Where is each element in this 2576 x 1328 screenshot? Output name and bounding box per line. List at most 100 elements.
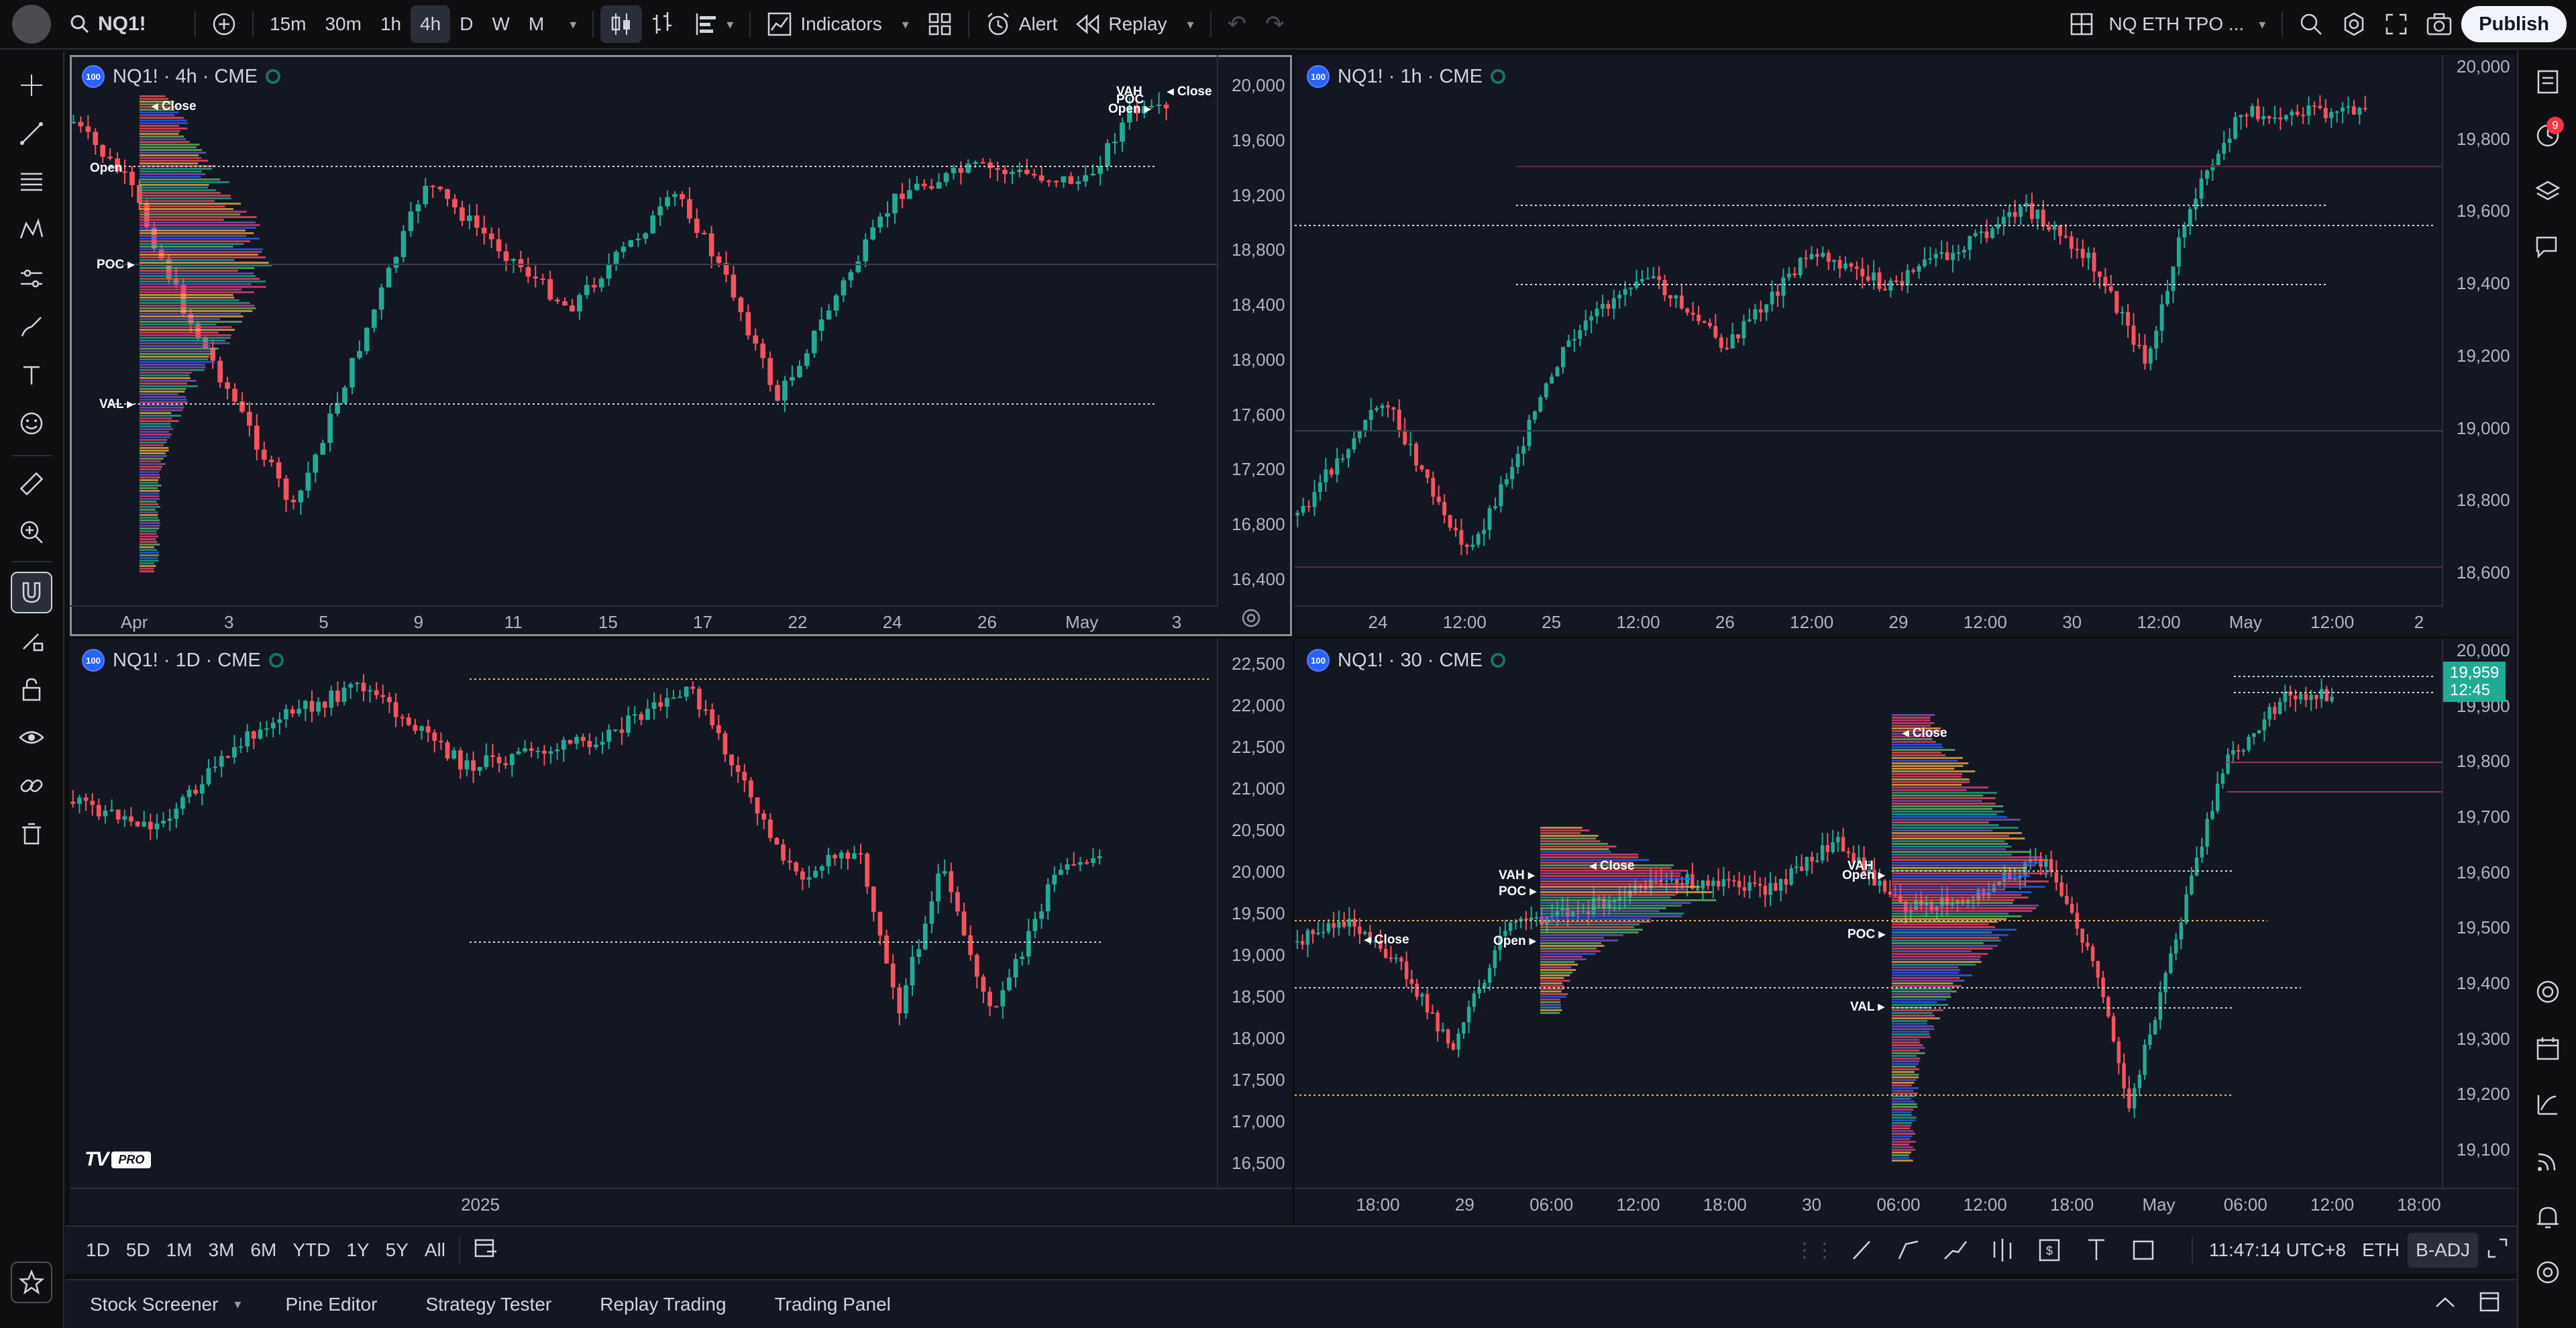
fullscreen-button[interactable] [2375,5,2417,43]
compare-symbol-button[interactable] [203,5,246,43]
text-tool-icon[interactable] [2076,1233,2116,1267]
range-1y[interactable]: 1Y [346,1239,370,1260]
calendar-button[interactable] [2528,1028,2568,1068]
path-icon[interactable] [1935,1233,1976,1267]
drag-handle-icon[interactable]: ⋮⋮ [1794,1239,1835,1262]
tab-stock-screener[interactable]: Stock Screener [90,1293,219,1315]
range-1m[interactable]: 1M [166,1239,193,1260]
fib-tool[interactable] [11,161,52,203]
interval-1h[interactable]: 1h [380,13,402,34]
remove-drawings-button[interactable] [11,813,52,855]
crosshair-tool[interactable] [11,64,52,106]
notifications-button[interactable] [2528,1197,2568,1237]
measure-tool[interactable] [11,463,52,505]
trend-line-icon[interactable] [1841,1233,1882,1267]
sync-drawings-button[interactable] [11,765,52,807]
maximize-chart-button[interactable] [2478,1237,2517,1264]
range-ytd[interactable]: YTD [292,1239,331,1260]
replay-button[interactable]: Replay ▾ [1067,5,1203,43]
layout-select[interactable]: NQ ETH TPO ... ▾ [2060,5,2275,43]
interval-w[interactable]: W [492,13,510,34]
candlestick-chart[interactable] [1295,55,2516,636]
settings-button[interactable] [2332,5,2375,43]
emoji-tool[interactable] [11,403,52,444]
interval-dropdown[interactable]: ▾ [553,5,586,43]
bar-chart-type-button[interactable] [642,5,684,43]
stay-in-drawing-mode-button[interactable] [11,620,52,662]
interval-30m[interactable]: 30m [325,13,362,34]
redo-button[interactable]: ↷ [1256,5,1294,43]
undo-button[interactable]: ↶ [1218,5,1256,43]
axis-settings-button[interactable] [1240,607,1263,629]
range-all[interactable]: All [424,1239,445,1260]
favorites-button[interactable] [11,1262,52,1303]
chevron-down-icon[interactable]: ▾ [234,1297,241,1312]
price-axis[interactable]: 22,500 22,000 21,500 21,000 20,500 20,000 19,5… [1217,639,1292,1188]
range-1d[interactable]: 1D [86,1239,110,1260]
pitchfork-icon[interactable] [1982,1233,2023,1267]
time-axis[interactable]: Apr 3 5 9 11 15 17 22 24 26 May 3 [70,605,1217,636]
chart-pane-30m[interactable]: ◂ Close VAH ▸ POC ▸ ◂ Close Open ▸ VAH Open ▸ P… [1295,639,2516,1224]
indicators-button[interactable]: Indicators ▾ [757,5,918,43]
time-axis[interactable]: 2025 [70,1188,1292,1219]
user-avatar[interactable] [12,5,51,44]
interval-d[interactable]: D [460,13,474,34]
candles-chart-type-button[interactable] [600,5,643,43]
go-to-date-button[interactable] [466,1237,506,1264]
interval-m[interactable]: M [528,13,545,34]
prediction-tool[interactable] [11,258,52,299]
brush-tool[interactable] [11,306,52,348]
price-axis[interactable]: 20,000 19,800 19,600 19,400 19,200 19,000 18,8… [2442,55,2516,607]
time-axis[interactable]: 18:00 29 06:00 12:00 18:00 30 06:00 12:00 18:00 M… [1295,1188,2516,1219]
clock-time[interactable]: 11:47:14 UTC+8 [2208,1239,2347,1260]
chart-pane-4h[interactable]: ◂ Close Open POC ▸ VAL ▸ VAH POC Open ▸ ◂ Close… [70,55,1292,636]
range-3m[interactable]: 3M [208,1239,235,1260]
pine-button[interactable] [2528,1084,2568,1125]
publish-button[interactable]: Publish [2461,6,2567,42]
tpo-chart-type-button[interactable]: ▾ [684,5,743,43]
alert-button[interactable]: Alert [976,5,1067,43]
chat-button[interactable] [2528,227,2568,267]
object-tree-button[interactable] [2528,172,2568,212]
lock-drawings-button[interactable] [11,668,52,710]
adjustment-toggle[interactable]: B-ADJ [2408,1233,2478,1268]
chart-pane-1d[interactable]: 100 NQ1! · 1D · CME 22,500 22,000 21,500 21… [70,639,1292,1224]
tradingview-logo[interactable]: TV PRO [85,1148,172,1171]
pattern-tool[interactable] [11,209,52,251]
trend-line-tool[interactable] [11,113,52,154]
text-tool[interactable] [11,354,52,396]
magnet-mode-button[interactable] [11,572,52,613]
stream-button[interactable] [2528,1141,2568,1181]
help-button[interactable] [2528,1252,2568,1292]
price-range-icon[interactable]: $ [2029,1233,2070,1267]
symbol-search[interactable]: NQ1! [60,13,188,36]
interval-4h[interactable]: 4h [411,5,451,43]
snapshot-button[interactable] [2417,5,2461,43]
tab-replay-trading[interactable]: Replay Trading [600,1293,727,1315]
interval-15m[interactable]: 15m [270,13,307,34]
maximize-panel-button[interactable] [2467,1290,2517,1318]
ray-icon[interactable] [1888,1233,1929,1267]
price-axis[interactable]: 20,000 19,600 19,200 18,800 18,400 18,000 17,6… [1217,55,1292,607]
session-toggle[interactable]: ETH [2362,1239,2400,1260]
candlestick-chart[interactable] [70,639,1292,1224]
hide-drawings-button[interactable] [11,717,52,758]
time-axis[interactable]: 24 12:00 25 12:00 26 12:00 29 12:00 30 12:00 May 12… [1295,605,2442,636]
tab-pine-editor[interactable]: Pine Editor [285,1293,378,1315]
ideas-button[interactable] [2528,972,2568,1012]
layout-grid-button[interactable] [918,5,961,43]
price-axis[interactable]: 20,000 19,900 19,800 19,700 19,600 19,500 19,4… [2442,639,2516,1188]
range-6m[interactable]: 6M [250,1239,277,1260]
chart-pane-1h[interactable]: 100 NQ1! · 1h · CME 20,000 19,800 19,600 19… [1295,55,2516,636]
tab-strategy-tester[interactable]: Strategy Tester [425,1293,552,1315]
rectangle-icon[interactable] [2123,1233,2163,1267]
quick-search-button[interactable] [2290,5,2332,43]
collapse-panel-button[interactable] [2423,1294,2467,1315]
range-5d[interactable]: 5D [125,1239,150,1260]
alerts-panel-button[interactable]: 9 [2528,115,2568,156]
watchlist-button[interactable] [2528,62,2568,102]
range-5y[interactable]: 5Y [385,1239,409,1260]
zoom-in-tool[interactable] [11,511,52,553]
